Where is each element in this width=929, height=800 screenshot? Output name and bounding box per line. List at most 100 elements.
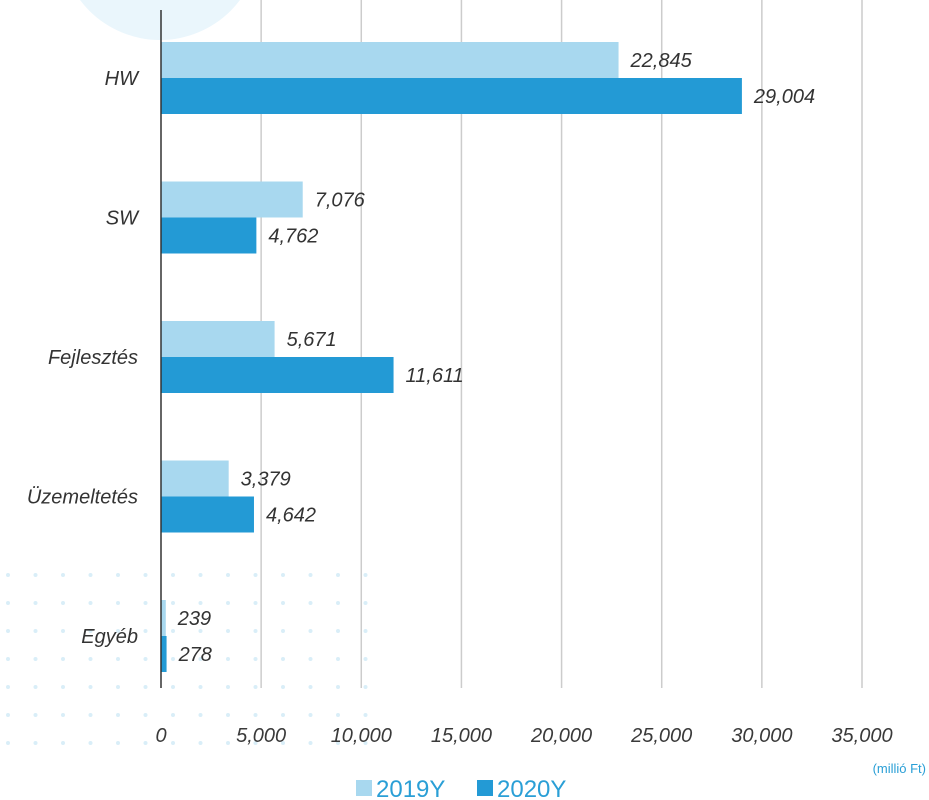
decor-dot	[171, 601, 175, 605]
decor-dot	[281, 629, 285, 633]
x-tick-label: 10,000	[331, 725, 392, 747]
decor-dot	[6, 601, 10, 605]
decor-dot	[253, 573, 258, 577]
decor-dot	[226, 713, 230, 717]
decor-dot	[116, 741, 120, 745]
decor-dot	[116, 573, 120, 577]
decor-dot	[308, 629, 313, 633]
decor-dot	[226, 601, 230, 605]
background-decoration	[6, 0, 368, 745]
category-label: Üzemeltetés	[27, 487, 138, 509]
unit-label: (millió Ft)	[873, 761, 926, 776]
decor-dot	[336, 629, 340, 633]
decor-dot	[253, 629, 258, 633]
bar-2019Y-0	[161, 42, 619, 78]
bar-2020Y-4	[161, 636, 167, 672]
decor-dot	[61, 657, 65, 661]
decor-dot	[6, 629, 10, 633]
category-label: Fejlesztés	[48, 347, 138, 369]
decor-dot	[143, 713, 148, 717]
decor-dot	[198, 713, 203, 717]
decor-dot	[253, 601, 258, 605]
decor-dot	[116, 685, 120, 689]
category-label: SW	[106, 208, 140, 230]
bar-2020Y-2	[161, 357, 394, 393]
data-label: 7,076	[315, 190, 366, 212]
legend-swatch-2019Y	[356, 780, 372, 796]
decor-dot	[281, 685, 285, 689]
decor-dot	[363, 601, 368, 605]
legend-label-2019Y: 2019Y	[376, 776, 445, 800]
decor-dot	[308, 657, 313, 661]
decor-dot	[308, 573, 313, 577]
data-label: 5,671	[287, 329, 337, 351]
decor-dot	[336, 713, 340, 717]
decor-dot	[33, 741, 38, 745]
decor-dot	[88, 741, 93, 745]
bar-2019Y-2	[161, 321, 275, 357]
category-labels: HW SW Fejlesztés Üzemeltetés Egyéb	[27, 68, 140, 648]
data-label: 4,642	[266, 505, 316, 527]
decor-dot	[143, 741, 148, 745]
legend: 2019Y 2020Y	[356, 776, 566, 800]
decor-dot	[363, 573, 368, 577]
x-tick-label: 20,000	[530, 725, 592, 747]
x-tick-label: 35,000	[831, 725, 892, 747]
legend-swatch-2020Y	[477, 780, 493, 796]
x-tick-labels: 0 5,000 10,000 15,000 20,000 25,000 30,000 35,0…	[155, 725, 892, 747]
decor-dot	[6, 741, 10, 745]
decor-dot	[363, 685, 368, 689]
data-label: 4,762	[268, 226, 318, 248]
bar-2019Y-3	[161, 460, 229, 497]
data-label: 278	[178, 644, 212, 666]
bar-2020Y-1	[161, 217, 257, 254]
data-label: 22,845	[630, 50, 693, 72]
decor-dot	[171, 685, 175, 689]
x-tick-label: 15,000	[431, 725, 492, 747]
legend-label-2020Y: 2020Y	[497, 776, 566, 800]
decor-dot	[33, 713, 38, 717]
decor-dot	[171, 657, 175, 661]
decor-dot	[61, 713, 65, 717]
decor-dot	[226, 657, 230, 661]
decor-dot	[363, 629, 368, 633]
category-label: Egyéb	[81, 626, 138, 648]
x-tick-label: 30,000	[731, 725, 792, 747]
decor-dot	[88, 685, 93, 689]
decor-dot	[33, 657, 38, 661]
decor-dot	[226, 629, 230, 633]
decor-dot	[336, 601, 340, 605]
decor-dot	[171, 741, 175, 745]
bars	[161, 42, 742, 672]
data-label: 11,611	[406, 365, 464, 387]
decor-dot	[61, 573, 65, 577]
x-tick-label: 5,000	[236, 725, 286, 747]
decor-dot	[226, 685, 230, 689]
decor-dot	[88, 573, 93, 577]
decor-dot	[33, 685, 38, 689]
decor-dot	[198, 573, 203, 577]
decor-dot	[198, 657, 203, 661]
data-label: 239	[177, 608, 211, 630]
decor-dot	[198, 741, 203, 745]
decor-dot	[61, 601, 65, 605]
decor-dot	[116, 601, 120, 605]
decor-dot	[6, 713, 10, 717]
decor-dot	[171, 573, 175, 577]
decor-dot	[336, 573, 340, 577]
decor-dot	[281, 573, 285, 577]
decor-dot	[143, 573, 148, 577]
decor-dot	[61, 741, 65, 745]
decor-dot	[143, 657, 148, 661]
decor-dot	[281, 657, 285, 661]
decor-dot	[226, 741, 230, 745]
decor-dot	[308, 601, 313, 605]
decor-dot	[198, 685, 203, 689]
decor-dot	[226, 573, 230, 577]
decor-dot	[281, 741, 285, 745]
decor-dot	[61, 685, 65, 689]
decor-dot	[171, 713, 175, 717]
decor-dot	[308, 685, 313, 689]
category-label: HW	[105, 68, 140, 90]
